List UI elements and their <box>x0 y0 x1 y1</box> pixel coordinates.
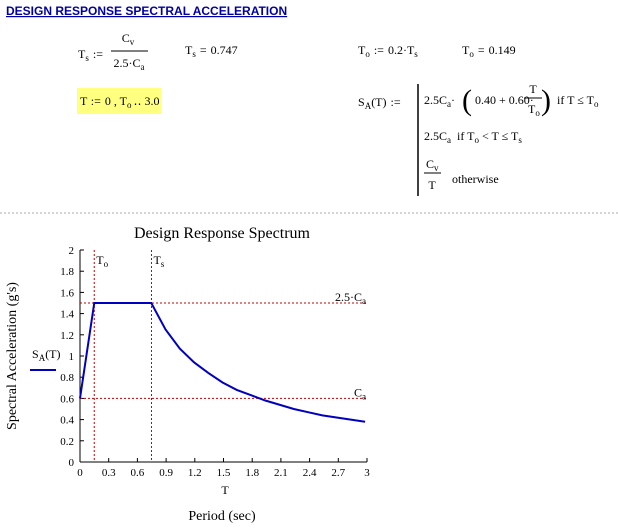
label-sub: a <box>362 296 366 306</box>
condition: otherwise <box>452 172 499 186</box>
x-tick-label: 0.9 <box>159 467 173 479</box>
equation: SA(T):= <box>358 95 401 111</box>
reference-label: 2.5·Ca <box>335 290 366 306</box>
paren: ( <box>462 84 472 117</box>
result: Ts = 0.747 <box>185 43 238 59</box>
y-tick-label: 0 <box>69 457 75 469</box>
reference-label: Ca <box>354 385 366 401</box>
fraction-denominator: 2.5·Ca <box>114 56 145 72</box>
y-tick-label: 0.8 <box>60 372 74 384</box>
y-axis-label: Spectral Acceleration (g's) <box>5 282 20 430</box>
series-line <box>79 302 366 423</box>
x-tick-label: 0.6 <box>131 467 145 479</box>
y-tick-label: 0.6 <box>60 393 74 405</box>
legend-name: S <box>32 347 39 361</box>
y-tick-label: 2 <box>69 245 75 257</box>
label: C <box>354 385 362 399</box>
x-tick-label: 1.8 <box>245 467 259 479</box>
x-tick-label: 1.2 <box>188 467 202 479</box>
equation: To:= 0.2·Ts <box>358 43 418 59</box>
fraction-numerator: Cv <box>122 31 135 47</box>
plot: 0 0.2 0.4 0.6 0.8 1 1.2 1.4 1.6 1.8 2 0 0.3 0.6 0.9 1.2… <box>30 245 370 479</box>
label: 2.5·C <box>335 290 362 304</box>
label-sub: a <box>362 391 366 401</box>
label-sub: s <box>161 259 165 269</box>
label: T <box>153 253 161 267</box>
legend-arg: (T) <box>45 347 60 361</box>
condition: if T ≤ To <box>557 93 599 109</box>
fraction-numerator: Cv <box>426 157 439 173</box>
case: 2.5Ca if To < T ≤ Ts <box>424 129 522 145</box>
legend-label: SA(T) <box>32 347 61 363</box>
y-tick-label: 0.4 <box>60 415 74 427</box>
x-tick-label: 2.4 <box>303 467 317 479</box>
x-tick-label: 1.5 <box>217 467 231 479</box>
x-axis-variable: T <box>221 483 229 497</box>
x-tick-label: 2.1 <box>274 467 288 479</box>
worksheet-title: DESIGN RESPONSE SPECTRAL ACCELERATION <box>6 4 287 18</box>
x-tick-label: 3 <box>364 467 370 479</box>
y-tick-label: 1.8 <box>60 266 74 278</box>
case: 0.40 + 0.60· <box>475 93 534 107</box>
reference-label: Ts <box>153 253 164 269</box>
fraction-denominator: T <box>428 178 436 192</box>
reference-label: To <box>96 253 108 269</box>
fraction-numerator: T <box>529 82 537 96</box>
legend-sub: A <box>39 353 46 363</box>
label: T <box>96 253 104 267</box>
result: To = 0.149 <box>462 43 516 59</box>
chart-title: Design Response Spectrum <box>134 225 311 242</box>
highlight <box>77 88 161 114</box>
y-tick-label: 0.2 <box>60 436 74 448</box>
y-tick-label: 1.2 <box>60 330 74 342</box>
paren: ) <box>541 84 551 117</box>
fraction-denominator: To <box>528 102 540 118</box>
y-tick-label: 1.6 <box>60 287 74 299</box>
y-tick-label: 1 <box>69 351 75 363</box>
equation: Ts:= <box>78 47 103 63</box>
x-tick-label: 0 <box>77 467 83 479</box>
y-tick-label: 1.4 <box>60 309 74 321</box>
label-sub: o <box>104 259 109 269</box>
case: 2.5Ca· <box>424 93 455 109</box>
equation: T:= 0 , To ‥ 3.0 <box>80 94 159 110</box>
x-tick-label: 0.3 <box>102 467 116 479</box>
x-axis-label: Period (sec) <box>188 509 256 524</box>
x-tick-label: 2.7 <box>331 467 345 479</box>
